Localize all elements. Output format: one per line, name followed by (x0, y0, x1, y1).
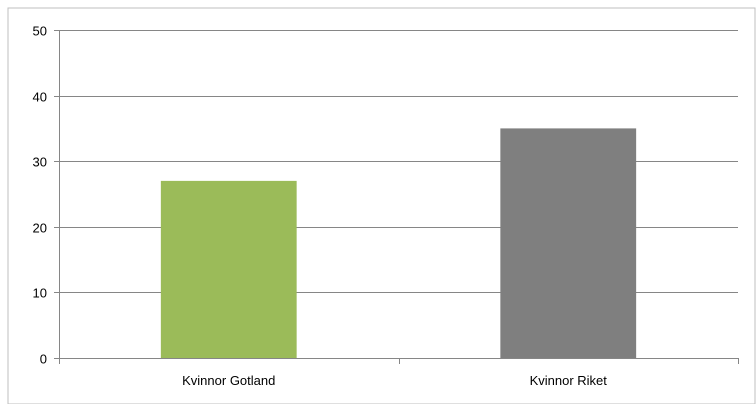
y-tick-label: 0 (40, 352, 47, 367)
bar-kvinnor-gotland (160, 180, 297, 358)
y-tick-labels: 0 10 20 30 40 50 (33, 24, 47, 367)
bar-kvinnor-riket (500, 128, 637, 358)
x-category-label: Kvinnor Gotland (182, 373, 275, 388)
y-tick-label: 20 (33, 221, 47, 236)
y-tick-label: 30 (33, 155, 47, 170)
axes (54, 30, 739, 364)
x-category-label: Kvinnor Riket (530, 373, 608, 388)
y-tick-label: 50 (33, 24, 47, 39)
bars (160, 128, 637, 358)
chart-area-border (7, 7, 756, 404)
y-tick-label: 40 (33, 90, 47, 105)
y-tick-label: 10 (33, 286, 47, 301)
x-category-labels: Kvinnor Gotland Kvinnor Riket (182, 373, 607, 388)
